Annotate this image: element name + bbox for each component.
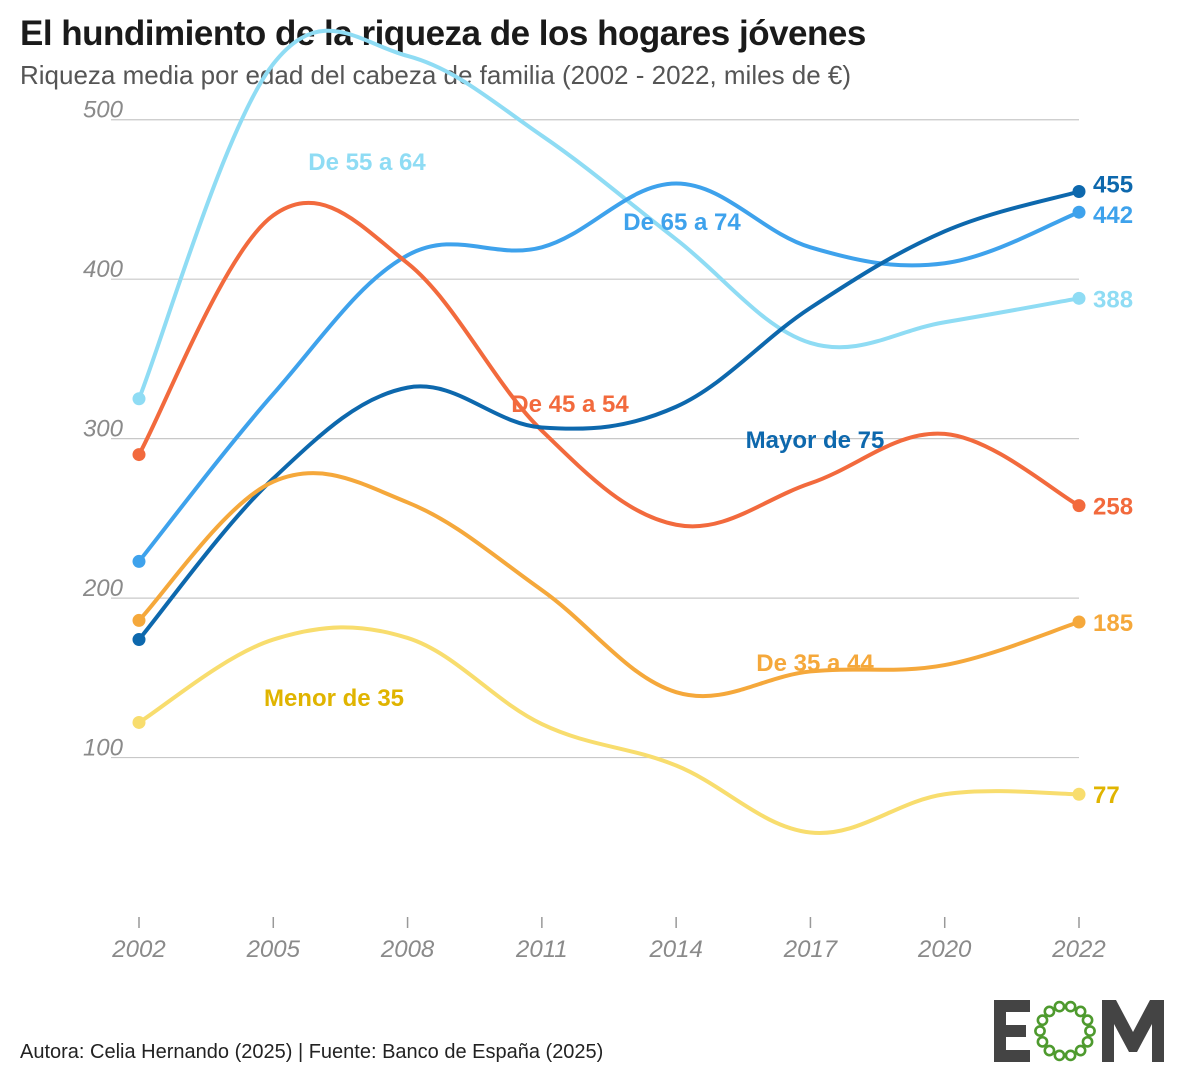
series-line xyxy=(137,201,1081,529)
end-value-label: 442 xyxy=(1093,202,1133,229)
x-tick-label: 2011 xyxy=(515,936,568,963)
series-line xyxy=(137,471,1081,698)
logo-dot xyxy=(1043,1044,1056,1057)
data-point xyxy=(1072,205,1086,219)
x-tick-label: 2008 xyxy=(380,936,435,963)
series-line xyxy=(137,625,1081,835)
y-tick-label: 200 xyxy=(82,575,124,602)
source-credit: Autora: Celia Hernando (2025) | Fuente: … xyxy=(20,1041,604,1063)
data-point xyxy=(132,448,146,462)
data-point xyxy=(1072,184,1086,198)
logo-dot xyxy=(1036,1035,1049,1048)
y-tick-label: 100 xyxy=(83,735,124,762)
series-lines xyxy=(137,28,1081,835)
end-value-label: 258 xyxy=(1093,494,1133,521)
y-axis-ticks: 100 200 300 400 500 xyxy=(82,97,124,762)
y-tick-label: 500 xyxy=(83,97,124,124)
end-value-label: 388 xyxy=(1093,286,1133,313)
logo-dot xyxy=(1064,1000,1077,1013)
end-value-label: 455 xyxy=(1093,171,1133,198)
data-point xyxy=(1072,499,1086,513)
series-labels: De 55 a 64 388 De 65 a 74 442 De 45 a 54 258 M… xyxy=(264,149,1133,809)
logo-dot xyxy=(1053,1000,1066,1013)
end-value-label: 77 xyxy=(1093,782,1120,809)
x-tick-label: 2020 xyxy=(917,936,972,963)
logo-dot xyxy=(1074,1005,1087,1018)
series-line xyxy=(137,189,1081,642)
logo-dot xyxy=(1081,1014,1094,1027)
x-tick-label: 2014 xyxy=(648,936,702,963)
end-value-label: 185 xyxy=(1093,610,1133,637)
y-tick-label: 300 xyxy=(83,416,124,443)
logo-dot xyxy=(1034,1025,1046,1037)
series-name-label: Menor de 35 xyxy=(264,685,404,712)
series-name-label: De 45 a 54 xyxy=(511,391,629,418)
x-axis-ticks: 2002 2005 2008 2011 2014 2017 2020 2022 xyxy=(111,917,1106,963)
logo-dot xyxy=(1036,1014,1049,1027)
data-point xyxy=(1072,291,1086,305)
eom-logo-icon xyxy=(994,1000,1164,1062)
series-name-label: De 35 a 44 xyxy=(756,650,874,677)
series-name-label: Mayor de 75 xyxy=(746,427,885,454)
data-point xyxy=(132,392,146,406)
line-chart: 100 200 300 400 500 2002 2005 2008 2011 2014 2017… xyxy=(82,28,1133,963)
chart-title: El hundimiento de la riqueza de los hoga… xyxy=(20,14,866,53)
series-points xyxy=(132,184,1086,801)
y-tick-label: 400 xyxy=(83,256,124,283)
series-name-label: De 55 a 64 xyxy=(308,149,426,176)
logo-dot xyxy=(1074,1044,1087,1057)
x-tick-label: 2022 xyxy=(1051,936,1105,963)
logo-dot xyxy=(1043,1005,1056,1018)
data-point xyxy=(132,715,146,729)
series-line xyxy=(137,181,1081,564)
logo-dot xyxy=(1084,1025,1096,1037)
series-line xyxy=(137,28,1081,401)
data-point xyxy=(132,554,146,568)
logo-dot xyxy=(1064,1049,1077,1062)
grid-lines xyxy=(111,119,1079,759)
data-point xyxy=(1072,787,1086,801)
data-point xyxy=(132,613,146,627)
x-tick-label: 2002 xyxy=(111,936,165,963)
logo-dot xyxy=(1081,1035,1094,1048)
x-tick-label: 2005 xyxy=(246,936,301,963)
data-point xyxy=(132,633,146,647)
data-point xyxy=(1072,615,1086,629)
logo-dot xyxy=(1053,1049,1066,1062)
series-name-label: De 65 a 74 xyxy=(623,209,741,236)
x-tick-label: 2017 xyxy=(783,936,839,963)
